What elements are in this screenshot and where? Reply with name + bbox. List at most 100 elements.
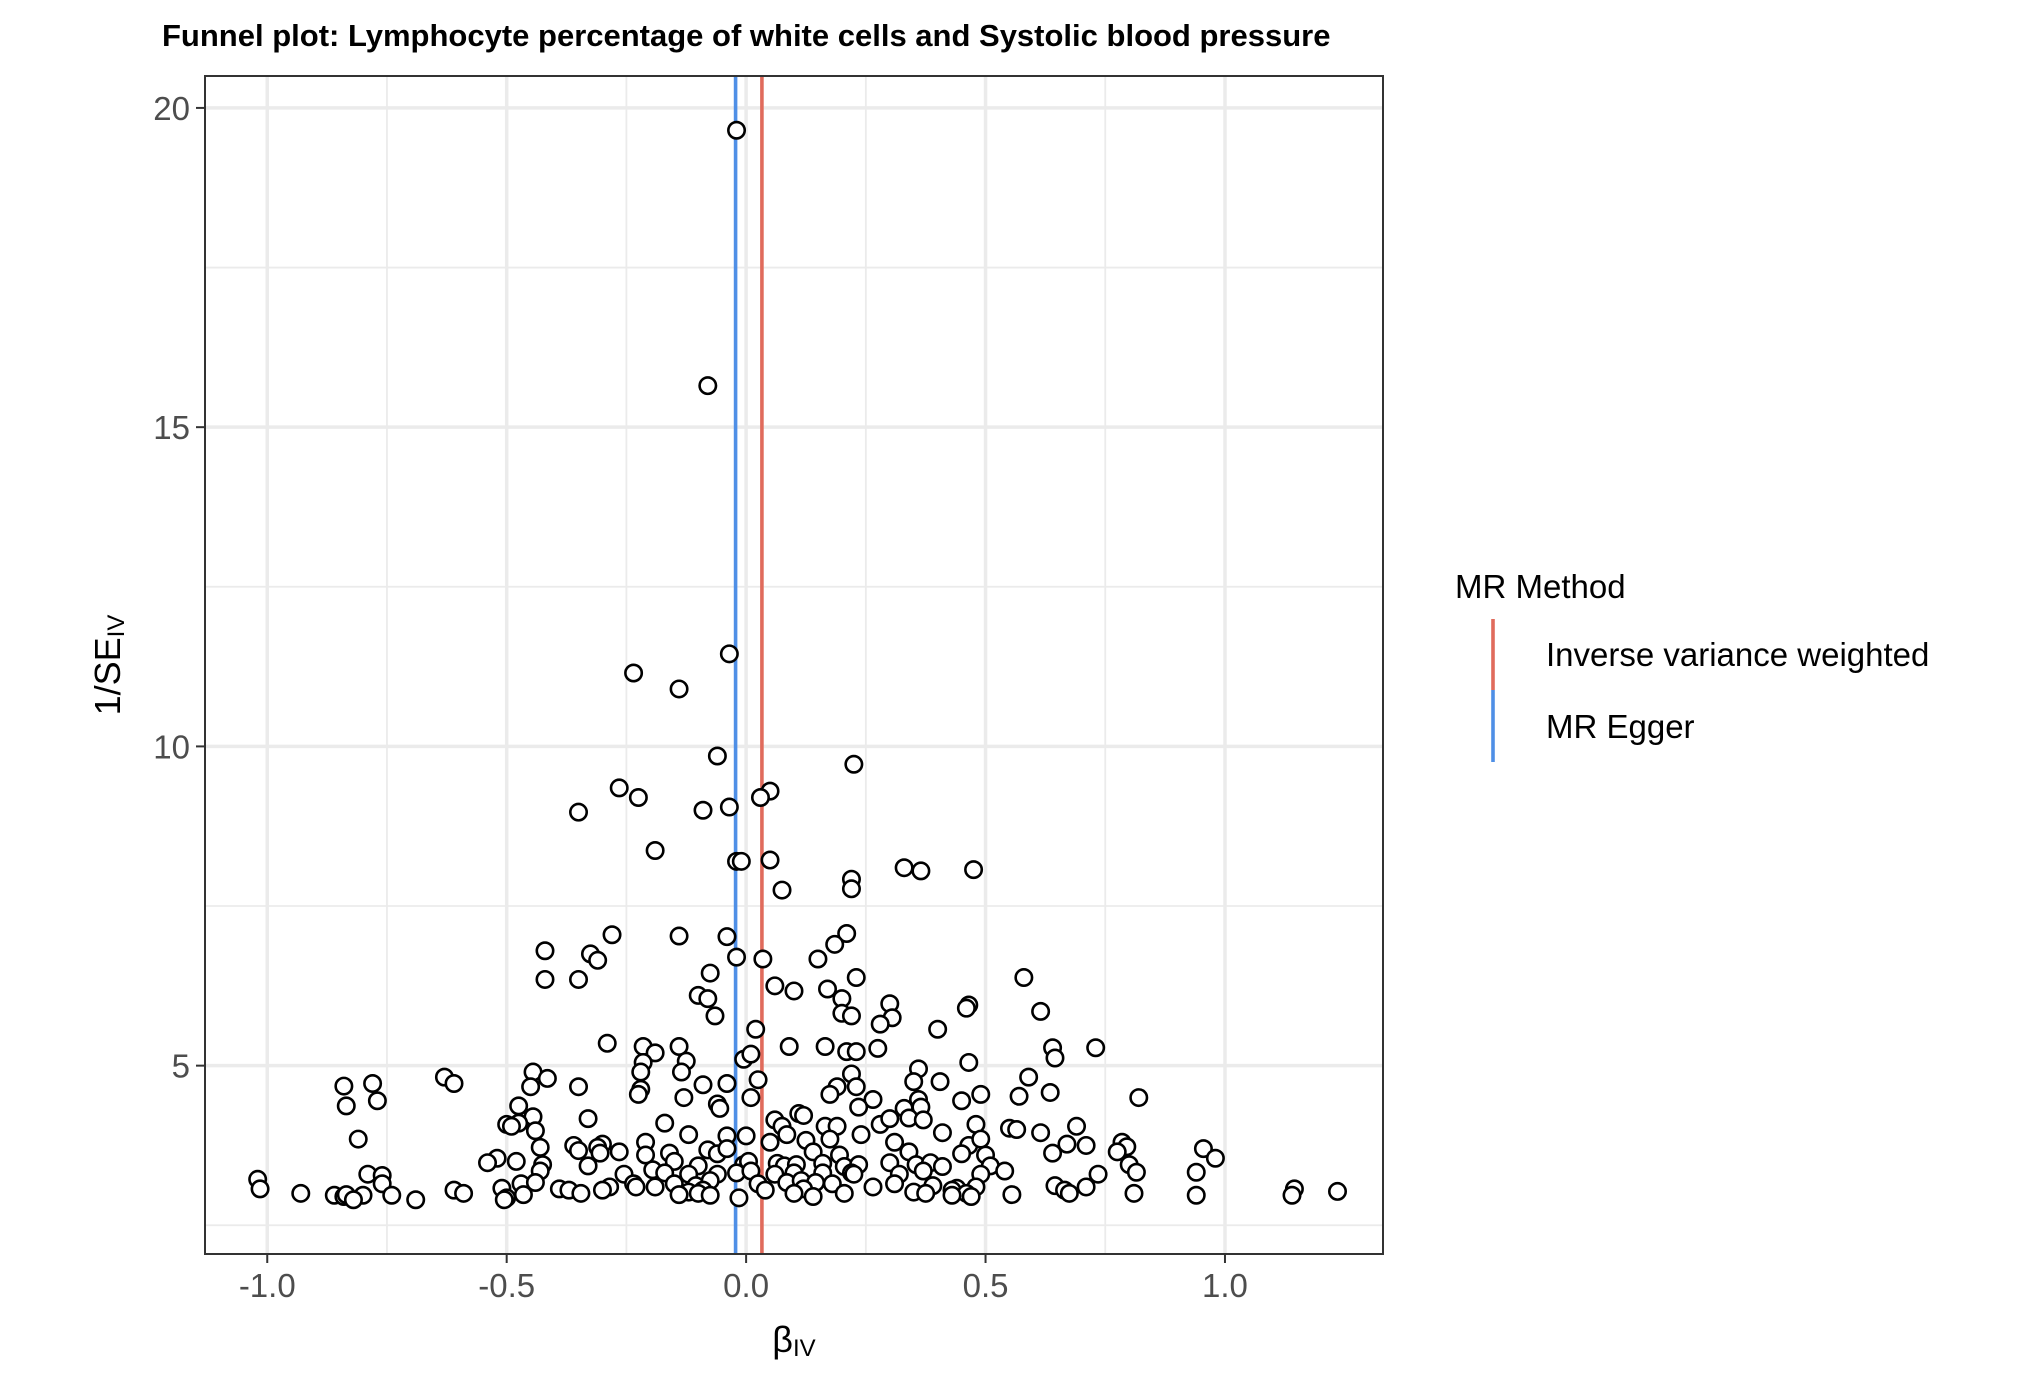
data-point [818,979,838,999]
data-point [569,802,589,822]
data-point [932,1157,952,1177]
data-point [753,949,773,969]
data-point [628,787,648,807]
data-point [1014,968,1034,988]
data-point [727,947,747,967]
data-point [803,1187,823,1207]
data-point [710,1098,730,1118]
data-point [932,1123,952,1143]
data-point [592,1180,612,1200]
data-point [755,1180,775,1200]
data-point [750,787,770,807]
data-point [964,860,984,880]
data-point [727,120,747,140]
data-point [478,1153,498,1173]
data-point [952,1091,972,1111]
axes: -1.0 -0.5 0.0 0.5 1.0 5 10 15 20 [153,90,1248,1304]
data-point [609,778,629,798]
data-point [717,927,737,947]
data-point [578,1109,598,1129]
data-point [772,880,792,900]
x-tick-label: 0.5 [963,1267,1009,1304]
plot-panel-border [204,75,1384,1255]
data-point [1031,1123,1051,1143]
data-point [334,1076,354,1096]
y-tick-label: 20 [153,90,190,127]
data-point [700,1185,720,1205]
data-point [808,949,828,969]
legend-label-mr-egger: MR Egger [1546,708,1695,745]
data-point [1086,1038,1106,1058]
legend: MR Method Inverse variance weighted MR E… [1455,568,1929,762]
data-point [794,1105,814,1125]
data-point [1076,1135,1096,1155]
data-point [913,1161,933,1181]
data-point [1067,1116,1087,1136]
x-tick-label: -1.0 [239,1267,296,1304]
legend-title: MR Method [1455,568,1626,605]
data-point [1193,1139,1213,1159]
data-point [956,998,976,1018]
y-axis-title-main: 1/SE [87,637,128,715]
data-point [525,1172,545,1192]
data-point [645,1177,665,1197]
data-point [693,1075,713,1095]
data-point [1009,1086,1029,1106]
data-point [846,968,866,988]
data-point [1129,1088,1149,1108]
data-point [578,1156,598,1176]
data-point [863,1089,883,1109]
grid-lines [205,76,1383,1254]
data-point [535,941,555,961]
data-point [928,1019,948,1039]
data-point [1186,1162,1206,1182]
data-point [885,1132,905,1152]
data-point [669,1036,689,1056]
data-point [494,1190,514,1210]
data-point [1059,1183,1079,1203]
data-point [602,925,622,945]
data-point [588,950,608,970]
data-point [841,879,861,899]
data-point [1045,1048,1065,1068]
data-point [942,1185,962,1205]
data-point [731,851,751,871]
data-point [995,1161,1015,1181]
data-point [513,1185,533,1205]
data-point [343,1190,363,1210]
data-point [784,981,804,1001]
y-axis-title: 1/SEIV [87,615,130,716]
data-point [815,1036,835,1056]
data-point [719,644,739,664]
data-point [569,1141,589,1161]
data-point [1076,1177,1096,1197]
data-point [674,1088,694,1108]
data-point [645,840,665,860]
data-point [454,1183,474,1203]
data-point [820,1129,840,1149]
y-tick-label: 10 [153,728,190,765]
data-point [1328,1181,1348,1201]
data-point [849,1097,869,1117]
x-tick-label: 1.0 [1202,1267,1248,1304]
data-point [1107,1142,1127,1162]
data-point [863,1177,883,1197]
data-point [569,969,589,989]
data-point [1088,1164,1108,1184]
x-tick-label: -0.5 [478,1267,535,1304]
data-point [705,1006,725,1026]
data-point [636,1145,656,1165]
data-point [1019,1067,1039,1087]
data-point [363,1074,383,1094]
data-point [506,1151,526,1171]
data-point [597,1033,617,1053]
data-point [736,1126,756,1146]
data-point [952,1144,972,1164]
data-point [628,1084,648,1104]
data-points [248,120,1348,1210]
legend-label-ivw: Inverse variance weighted [1546,636,1929,673]
data-point [693,800,713,820]
data-point [834,1183,854,1203]
y-tick-label: 5 [172,1048,190,1085]
data-point [844,1164,864,1184]
